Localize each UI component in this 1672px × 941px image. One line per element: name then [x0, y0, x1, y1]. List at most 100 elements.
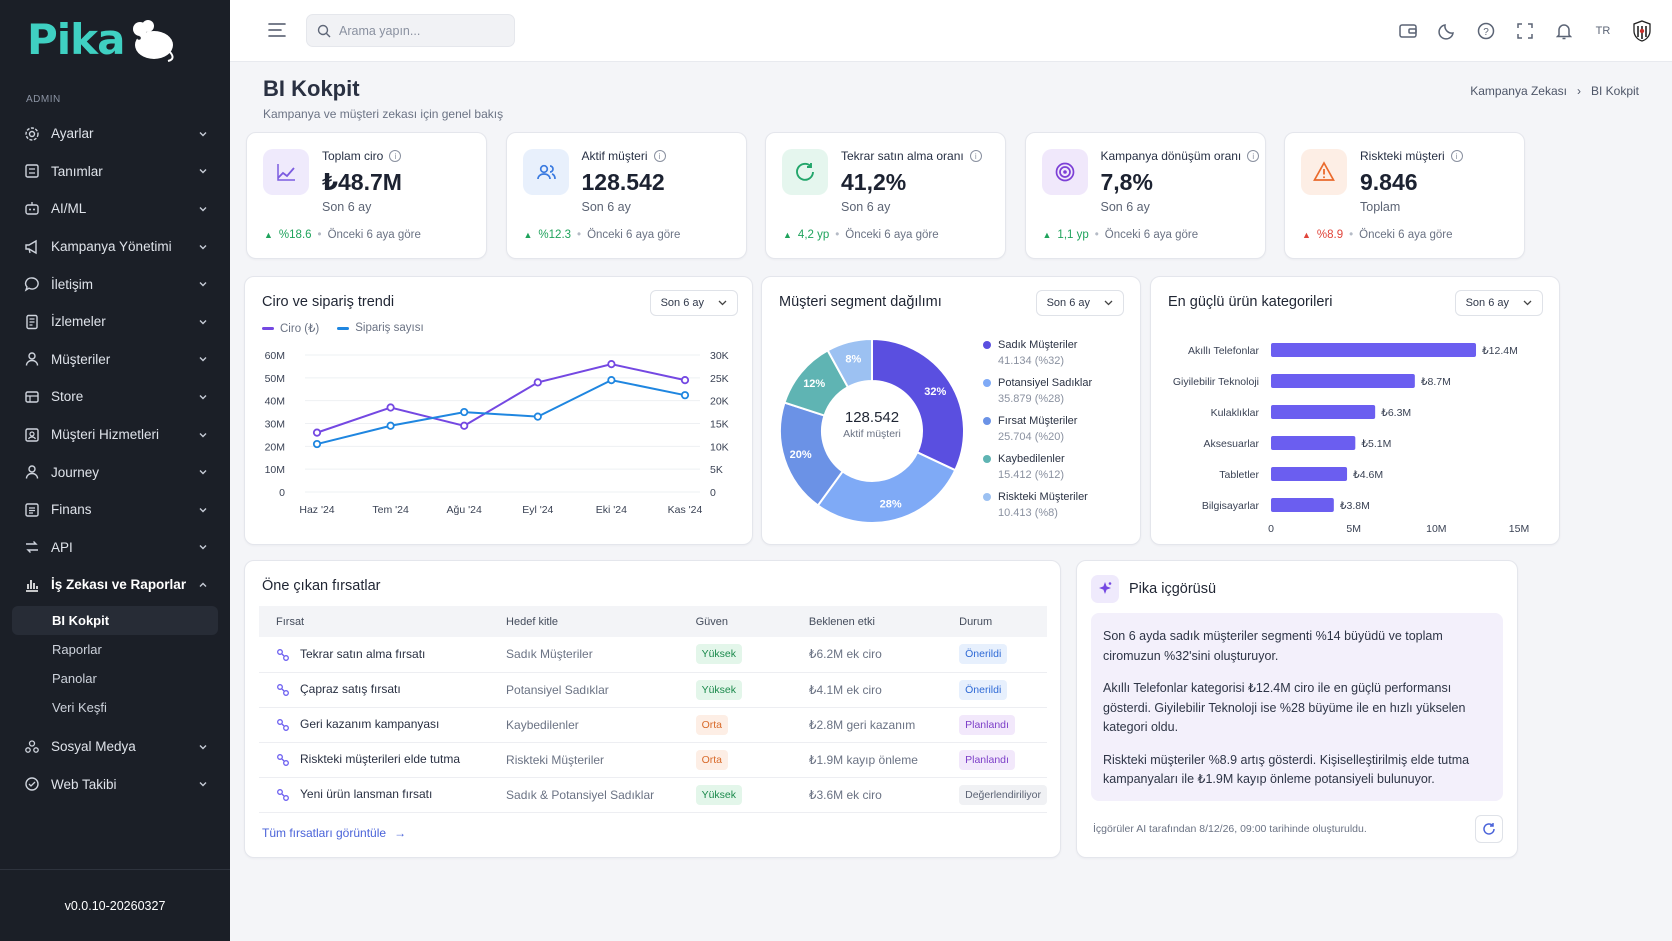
dark-mode-moon-icon[interactable] — [1437, 21, 1457, 41]
category-bar[interactable] — [1271, 467, 1348, 481]
retention-link-icon — [277, 753, 289, 766]
impact-cell: ₺2.8M geri kazanım — [791, 707, 943, 743]
table-row[interactable]: Geri kazanım kampanyası Kaybedilenler Or… — [259, 707, 1047, 743]
segment-period-dropdown[interactable]: Son 6 ay — [1035, 290, 1124, 316]
series-point[interactable] — [312, 439, 322, 449]
sidebar-item-label: Ayarlar — [51, 126, 94, 142]
submenu-item[interactable]: Panolar — [52, 670, 97, 686]
series-point[interactable] — [386, 403, 395, 412]
language-switch[interactable]: TR — [1595, 25, 1611, 37]
slice-label: 12% — [803, 378, 825, 390]
customer-segment-card: Müşteri segment dağılımı Son 6 ay 32% 28%… — [761, 276, 1141, 545]
column-header[interactable]: Güven — [678, 606, 792, 637]
category-bar[interactable] — [1271, 436, 1356, 450]
sidebar-item-10[interactable]: Journey — [12, 453, 218, 491]
series-point[interactable] — [680, 391, 690, 400]
kpi-compare: Önceki 6 aya göre — [1104, 229, 1199, 241]
donut-slice[interactable] — [826, 337, 873, 389]
info-icon[interactable]: i — [1450, 150, 1463, 162]
pika-logo[interactable]: Pika — [27, 12, 176, 66]
series-point[interactable] — [460, 421, 469, 430]
sidebar-item-2[interactable]: Tanımlar — [12, 153, 218, 191]
sidebar-item-6[interactable]: İzlemeler — [12, 303, 218, 341]
sidebar-item-1[interactable]: Ayarlar — [12, 115, 218, 153]
info-icon[interactable]: i — [653, 150, 666, 162]
series-point[interactable] — [680, 376, 690, 385]
section-label-admin: ADMIN — [26, 94, 61, 105]
series-point[interactable] — [312, 428, 322, 437]
category-bar[interactable] — [1271, 405, 1376, 419]
sidebar-item-11[interactable]: Finans — [12, 491, 218, 529]
legend-item-orders: Sipariş sayısı — [337, 321, 424, 335]
notification-bell-icon[interactable] — [1554, 21, 1574, 41]
sidebar-item-12[interactable]: API — [12, 529, 218, 567]
chevron-up-icon — [199, 582, 207, 587]
category-bar[interactable] — [1271, 498, 1334, 512]
series-point[interactable] — [607, 376, 616, 385]
sidebar-item-4[interactable]: Kampanya Yönetimi — [12, 228, 218, 266]
categories-period-dropdown[interactable]: Son 6 ay — [1454, 290, 1543, 316]
kpi-title-text: Kampanya dönüşüm oranı — [1100, 149, 1242, 163]
impact-cell: ₺1.9M kayıp önleme — [791, 742, 943, 778]
table-row[interactable]: Çapraz satış fırsatı Potansiyel Sadıklar… — [259, 672, 1047, 708]
table-row[interactable]: Riskteki müşterileri elde tutma Riskteki… — [259, 742, 1047, 778]
sidebar-item-14[interactable]: Sosyal Medya — [12, 728, 218, 766]
sidebar-item-5[interactable]: İletişim — [12, 265, 218, 303]
column-header[interactable]: Hedef kitle — [489, 606, 679, 637]
table-row[interactable]: Yeni ürün lansman fırsatı Sadık & Potans… — [259, 777, 1047, 813]
search-box[interactable] — [306, 14, 515, 47]
sidebar-item-13[interactable]: İş Zekası ve Raporlar — [12, 566, 218, 604]
user-avatar[interactable] — [1632, 20, 1652, 42]
y-right-tick: 30K — [710, 350, 729, 362]
wallet-icon[interactable] — [1398, 21, 1418, 41]
kpi-card-active-customers: Aktif müşteri i 128.542 Son 6 ay ▲ %12.3 • Ö… — [505, 132, 747, 259]
chevron-down-icon — [199, 357, 207, 362]
repeat-purchase-rate-icon — [782, 149, 828, 195]
donut-slice[interactable] — [871, 337, 965, 472]
submenu-item[interactable]: Veri Keşfi — [52, 699, 107, 715]
series-point[interactable] — [607, 360, 616, 369]
legend-item: Riskteki Müşteriler 10.413 (%8) — [983, 489, 1092, 521]
chevron-down-icon — [199, 206, 207, 212]
series-point[interactable] — [460, 407, 469, 417]
sidebar-item-15[interactable]: Web Takibi — [12, 765, 218, 803]
chevron-down-icon — [199, 782, 207, 787]
chevron-down-icon — [199, 545, 207, 550]
breadcrumb-item[interactable]: Kampanya Zekası — [1470, 84, 1567, 98]
series-point[interactable] — [533, 378, 542, 387]
category-bar[interactable] — [1271, 374, 1415, 388]
sidebar-item-8[interactable]: Store — [12, 378, 218, 416]
view-all-opportunities-link[interactable]: Tüm fırsatları görüntüle → — [262, 826, 406, 840]
series-point[interactable] — [386, 421, 395, 430]
chevron-down-icon — [199, 394, 207, 400]
info-icon[interactable]: i — [389, 150, 402, 162]
column-header[interactable]: Beklenen etki — [791, 606, 943, 637]
sidebar-item-9[interactable]: Müşteri Hizmetleri — [12, 416, 218, 454]
donut-slice[interactable] — [816, 450, 957, 524]
sidebar-item-3[interactable]: AI/ML — [12, 190, 218, 228]
submenu-item[interactable]: Raporlar — [52, 641, 102, 657]
kpi-value: 128.542 — [581, 169, 665, 195]
help-icon[interactable]: ? — [1476, 21, 1496, 41]
category-label: Bilgisayarlar — [1202, 500, 1260, 512]
confidence-cell: Orta — [678, 742, 792, 778]
bar-value-label: ₺5.1M — [1361, 438, 1391, 450]
hamburger-menu-icon[interactable] — [268, 22, 286, 38]
submenu-item[interactable]: BI Kokpit — [12, 605, 218, 635]
table-row[interactable]: Tekrar satın alma fırsatı Sadık Müşteril… — [259, 637, 1047, 673]
column-header[interactable]: Fırsat — [259, 606, 490, 637]
category-bar[interactable] — [1271, 343, 1477, 357]
chevron-down-icon — [199, 470, 207, 475]
legend-dot — [983, 417, 991, 425]
refresh-insight-button[interactable] — [1475, 815, 1503, 843]
series-point[interactable] — [533, 412, 542, 421]
search-input[interactable] — [339, 23, 499, 38]
info-icon[interactable]: i — [1247, 150, 1260, 162]
info-icon[interactable]: i — [969, 150, 982, 162]
fullscreen-icon[interactable] — [1515, 21, 1535, 41]
legend-name: Sadık Müşteriler — [998, 339, 1078, 351]
column-header[interactable]: Durum — [942, 606, 1047, 637]
link-label: Tüm fırsatları görüntüle — [262, 826, 387, 840]
trend-period-dropdown[interactable]: Son 6 ay — [649, 290, 738, 316]
sidebar-item-7[interactable]: Müşteriler — [12, 341, 218, 379]
